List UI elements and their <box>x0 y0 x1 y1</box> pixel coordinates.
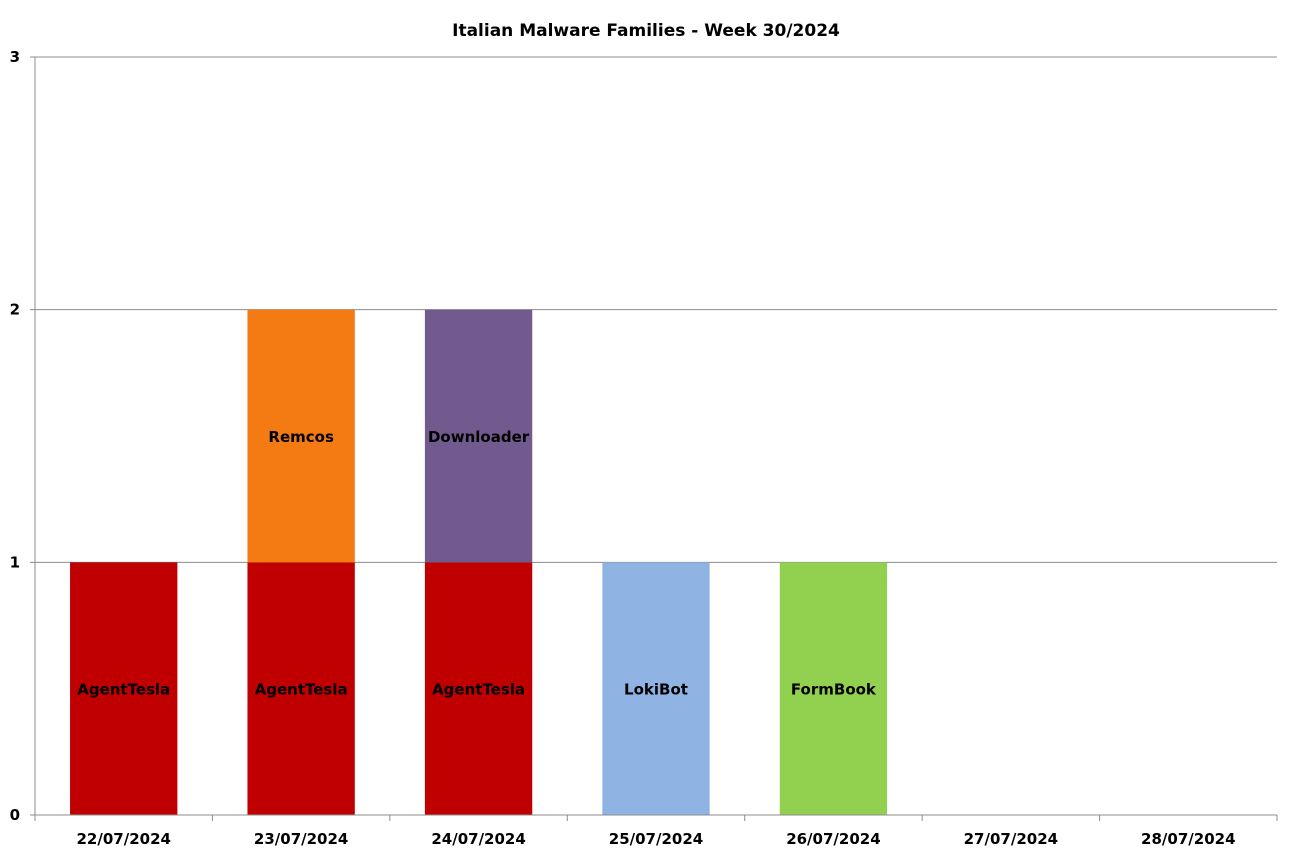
x-tick-label: 27/07/2024 <box>964 830 1058 848</box>
bar-segment <box>247 309 355 563</box>
bar-segment <box>70 562 178 815</box>
bar-segment-label: AgentTesla <box>77 681 170 699</box>
y-tick-label: 0 <box>10 806 20 824</box>
chart-title: Italian Malware Families - Week 30/2024 <box>452 21 840 41</box>
label-layer: AgentTesla AgentTesla Remcos AgentTesla Down… <box>77 428 877 699</box>
axis-layer: 0 1 2 3 22/07/2024 23/07/2024 24/07/2024 25/07/… <box>10 48 1278 848</box>
bar-segment-label: AgentTesla <box>432 681 525 699</box>
x-tick-label: 22/07/2024 <box>76 830 170 848</box>
y-tick-label: 2 <box>10 301 20 319</box>
bar-segment-label: LokiBot <box>624 681 688 699</box>
x-tick-label: 25/07/2024 <box>609 830 703 848</box>
bar-segment <box>247 562 355 815</box>
grid-layer <box>35 56 1277 563</box>
bar-segment-label: Remcos <box>268 428 334 446</box>
y-tick-label: 1 <box>10 553 20 571</box>
bar-segment <box>779 562 888 815</box>
bar-segment-label: AgentTesla <box>255 681 348 699</box>
bar-layer <box>70 309 888 815</box>
y-tick-label: 3 <box>10 48 20 66</box>
bar-segment <box>424 562 533 815</box>
bar-segment <box>424 309 533 563</box>
x-tick-label: 28/07/2024 <box>1141 830 1235 848</box>
bar-segment-label: Downloader <box>428 428 530 446</box>
bar-segment <box>602 562 710 815</box>
x-tick-label: 26/07/2024 <box>786 830 880 848</box>
x-tick-label: 24/07/2024 <box>431 830 525 848</box>
bar-segment-label: FormBook <box>791 681 877 699</box>
x-tick-label: 23/07/2024 <box>254 830 348 848</box>
